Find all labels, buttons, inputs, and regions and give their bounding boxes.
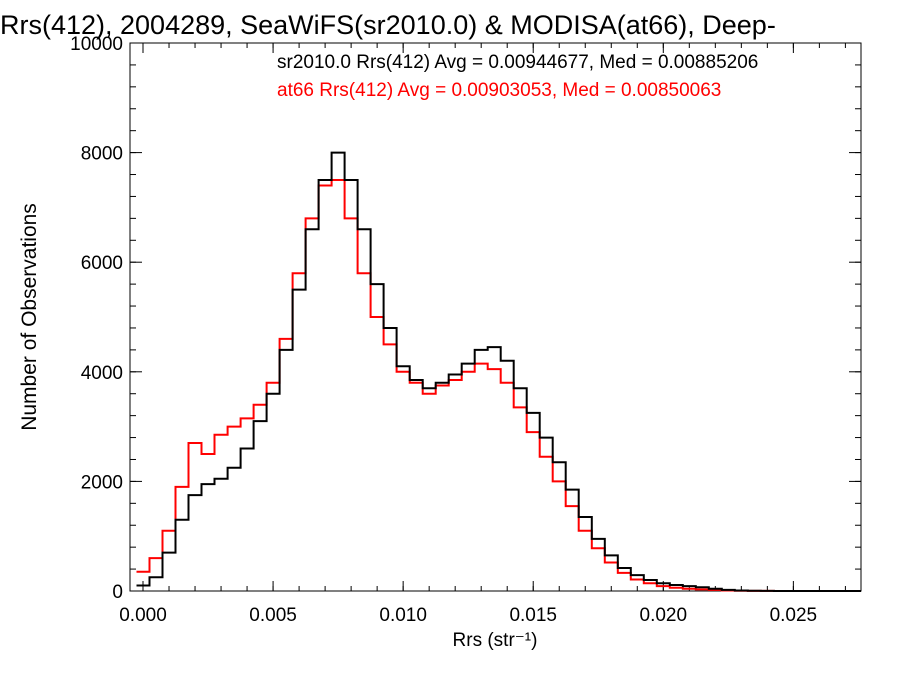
x-tick-label: 0.015 (509, 605, 557, 626)
series-line-at66 (136, 179, 861, 592)
chart-title: Rrs(412), 2004289, SeaWiFS(sr2010.0) & M… (0, 10, 776, 40)
plot-frame (129, 42, 862, 592)
axis-ticks (130, 42, 861, 592)
x-tick-labels: 0.000 0.005 0.010 0.015 0.020 0.025 (119, 605, 817, 626)
y-tick-label: 6000 (81, 253, 123, 274)
y-tick-label: 2000 (81, 472, 123, 493)
y-tick-label: 8000 (81, 144, 123, 165)
x-tick-label: 0.005 (249, 605, 297, 626)
y-tick-label: 0 (112, 582, 123, 603)
x-axis-label: Rrs (str⁻¹) (453, 630, 538, 651)
y-tick-label: 10000 (70, 34, 123, 55)
y-tick-label: 4000 (81, 363, 123, 384)
x-tick-label: 0.010 (379, 605, 427, 626)
series-line-sr2010.0 (136, 151, 861, 592)
series-layer (136, 151, 861, 592)
annotation-at66: at66 Rrs(412) Avg = 0.00903053, Med = 0.… (277, 80, 721, 101)
x-tick-label: 0.020 (640, 605, 688, 626)
y-tick-labels: 0 2000 4000 6000 8000 10000 (70, 34, 123, 603)
x-tick-label: 0.000 (119, 605, 167, 626)
x-tick-label: 0.025 (770, 605, 818, 626)
annotation-sr2010: sr2010.0 Rrs(412) Avg = 0.00944677, Med … (277, 52, 758, 73)
y-axis-label: Number of Observations (18, 203, 41, 431)
